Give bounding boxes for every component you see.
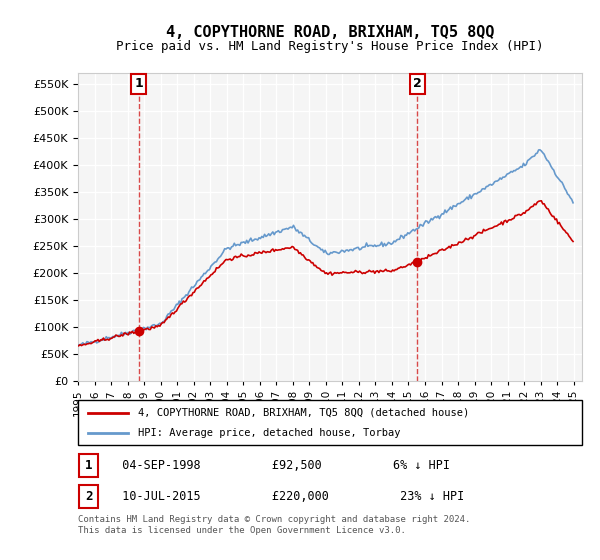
Text: 04-SEP-1998          £92,500          6% ↓ HPI: 04-SEP-1998 £92,500 6% ↓ HPI	[108, 459, 450, 472]
Text: 10-JUL-2015          £220,000          23% ↓ HPI: 10-JUL-2015 £220,000 23% ↓ HPI	[108, 490, 464, 503]
Text: Contains HM Land Registry data © Crown copyright and database right 2024.
This d: Contains HM Land Registry data © Crown c…	[78, 515, 470, 535]
FancyBboxPatch shape	[79, 485, 98, 508]
Text: 2: 2	[85, 490, 92, 503]
Text: Price paid vs. HM Land Registry's House Price Index (HPI): Price paid vs. HM Land Registry's House …	[116, 40, 544, 53]
Text: 4, COPYTHORNE ROAD, BRIXHAM, TQ5 8QQ (detached house): 4, COPYTHORNE ROAD, BRIXHAM, TQ5 8QQ (de…	[139, 408, 470, 418]
FancyBboxPatch shape	[78, 400, 582, 445]
Text: 1: 1	[134, 77, 143, 90]
Text: HPI: Average price, detached house, Torbay: HPI: Average price, detached house, Torb…	[139, 428, 401, 438]
Text: 1: 1	[85, 459, 92, 472]
Text: 4, COPYTHORNE ROAD, BRIXHAM, TQ5 8QQ: 4, COPYTHORNE ROAD, BRIXHAM, TQ5 8QQ	[166, 25, 494, 40]
Text: 2: 2	[413, 77, 421, 90]
FancyBboxPatch shape	[79, 454, 98, 478]
